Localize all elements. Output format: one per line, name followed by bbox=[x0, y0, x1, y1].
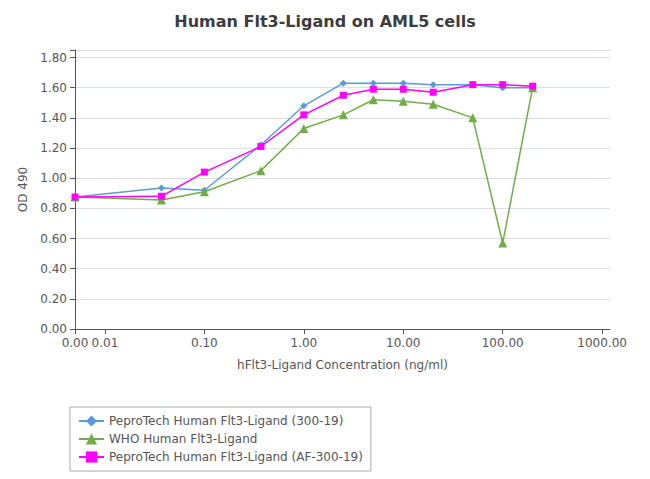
svg-text:PeproTech Human Flt3-Ligand (3: PeproTech Human Flt3-Ligand (300-19) bbox=[109, 414, 343, 428]
svg-text:Human Flt3-Ligand on AML5 cell: Human Flt3-Ligand on AML5 cells bbox=[174, 12, 475, 31]
svg-text:100.00: 100.00 bbox=[482, 336, 524, 350]
svg-text:OD 490: OD 490 bbox=[16, 167, 30, 212]
svg-text:WHO Human Flt3-Ligand: WHO Human Flt3-Ligand bbox=[109, 432, 257, 446]
svg-text:1.00: 1.00 bbox=[290, 336, 317, 350]
svg-text:10.00: 10.00 bbox=[386, 336, 420, 350]
svg-text:1.00: 1.00 bbox=[40, 171, 67, 185]
svg-text:0.40: 0.40 bbox=[40, 262, 67, 276]
svg-text:0.00: 0.00 bbox=[40, 322, 67, 336]
svg-text:hFlt3-Ligand Concentration (ng: hFlt3-Ligand Concentration (ng/ml) bbox=[237, 358, 448, 372]
svg-text:0.00: 0.00 bbox=[62, 336, 89, 350]
svg-text:0.80: 0.80 bbox=[40, 201, 67, 215]
svg-text:0.10: 0.10 bbox=[191, 336, 218, 350]
svg-text:1.80: 1.80 bbox=[40, 51, 67, 65]
svg-text:0.01: 0.01 bbox=[92, 336, 119, 350]
svg-text:1.20: 1.20 bbox=[40, 141, 67, 155]
svg-text:1.60: 1.60 bbox=[40, 81, 67, 95]
svg-text:PeproTech Human Flt3-Ligand (A: PeproTech Human Flt3-Ligand (AF-300-19) bbox=[109, 450, 363, 464]
svg-text:0.20: 0.20 bbox=[40, 292, 67, 306]
svg-text:1.40: 1.40 bbox=[40, 111, 67, 125]
svg-text:0.60: 0.60 bbox=[40, 232, 67, 246]
svg-text:1000.00: 1000.00 bbox=[577, 336, 627, 350]
